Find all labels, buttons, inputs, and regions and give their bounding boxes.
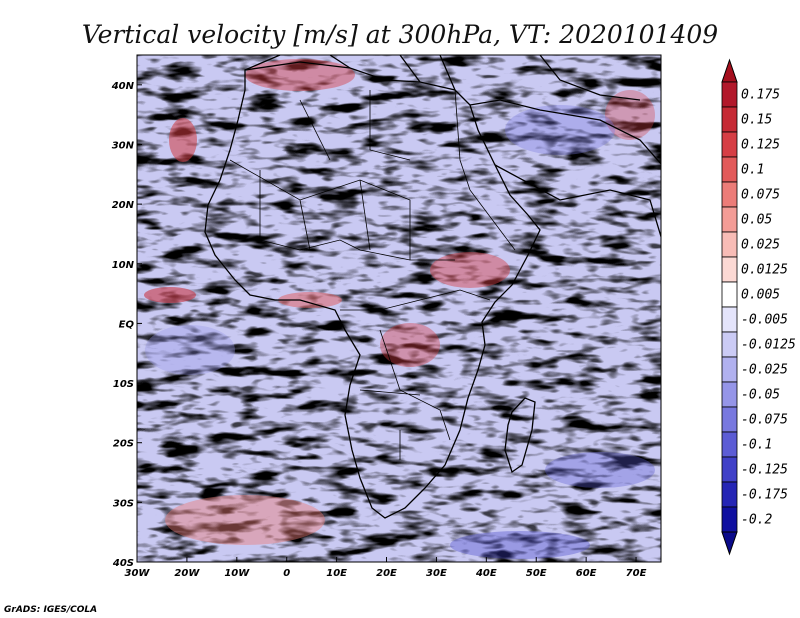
colorbar-swatch	[721, 181, 738, 208]
x-tick-label: 40E	[475, 568, 497, 579]
colorbar-swatch	[721, 156, 738, 183]
x-tick-label: 70E	[626, 568, 647, 579]
x-tick-label: 10E	[326, 568, 347, 579]
colorbar-swatch	[721, 506, 738, 533]
y-tick-label: 10N	[112, 260, 135, 271]
colorbar-swatch	[721, 106, 738, 133]
x-tick-label: 20W	[174, 568, 200, 579]
colorbar-extend-max	[721, 58, 738, 83]
colorbar-label: -0.2	[741, 513, 772, 528]
y-tick-label: 20N	[112, 200, 135, 211]
colorbar-swatch	[721, 331, 738, 358]
colorbar-swatch	[721, 131, 738, 158]
y-tick-label: 20S	[113, 439, 134, 450]
x-tick-label: 10W	[224, 568, 250, 579]
colorbar-label: 0.005	[741, 288, 780, 303]
x-tick-label: 20E	[376, 568, 397, 579]
colorbar-swatch	[721, 206, 738, 233]
x-tick-label: 60E	[576, 568, 597, 579]
colorbar-swatch	[721, 81, 738, 108]
country-borders	[229, 89, 516, 460]
y-tick-label: 10S	[113, 379, 134, 390]
colorbar-swatch	[721, 381, 738, 408]
x-tick-label: 30E	[426, 568, 447, 579]
y-tick-label: EQ	[119, 319, 135, 330]
colorbar-label: 0.05	[741, 213, 772, 228]
coastlines	[204, 55, 661, 519]
colorbar-swatch	[721, 231, 738, 258]
colorbar-label: -0.0125	[741, 338, 796, 353]
colorbar-label: -0.175	[741, 488, 788, 503]
x-tick-label: 30W	[125, 568, 151, 579]
chart-title: Vertical velocity [m/s] at 300hPa, VT: 2…	[82, 20, 718, 49]
colorbar-label: 0.025	[741, 238, 780, 253]
colorbar-swatch	[721, 481, 738, 508]
y-tick-label: 30S	[113, 498, 134, 509]
colorbar-label: -0.05	[741, 388, 780, 403]
colorbar-label: 0.1	[741, 163, 764, 178]
colorbar-swatch	[721, 431, 738, 458]
plot-frame	[136, 54, 662, 563]
colorbar-label: -0.1	[741, 438, 772, 453]
colorbar-label: -0.025	[741, 363, 788, 378]
colorbar-label: -0.005	[741, 313, 788, 328]
colorbar-swatch	[721, 356, 738, 383]
y-tick-label: 40N	[111, 81, 135, 92]
colorbar-swatch	[721, 256, 738, 283]
y-tick-label: 30N	[112, 140, 135, 151]
velocity-field	[137, 55, 661, 562]
colorbar-swatch	[721, 306, 738, 333]
x-tick-label: 50E	[526, 568, 547, 579]
colorbar-swatch	[721, 281, 738, 308]
colorbar-extend-min	[721, 531, 738, 556]
footer-credit: GrADS: IGES/COLA	[4, 605, 97, 615]
x-tick-label: 0	[283, 568, 290, 579]
colorbar-label: 0.175	[741, 88, 780, 103]
colorbar-label: 0.075	[741, 188, 780, 203]
colorbar-label: 0.15	[741, 113, 772, 128]
colorbar-label: -0.075	[741, 413, 788, 428]
colorbar-swatch	[721, 406, 738, 433]
y-tick-label: 40S	[112, 558, 134, 569]
colorbar-label: 0.125	[741, 138, 780, 153]
colorbar-label: -0.125	[741, 463, 788, 478]
colorbar-swatch	[721, 456, 738, 483]
colorbar-label: 0.0125	[741, 263, 788, 278]
